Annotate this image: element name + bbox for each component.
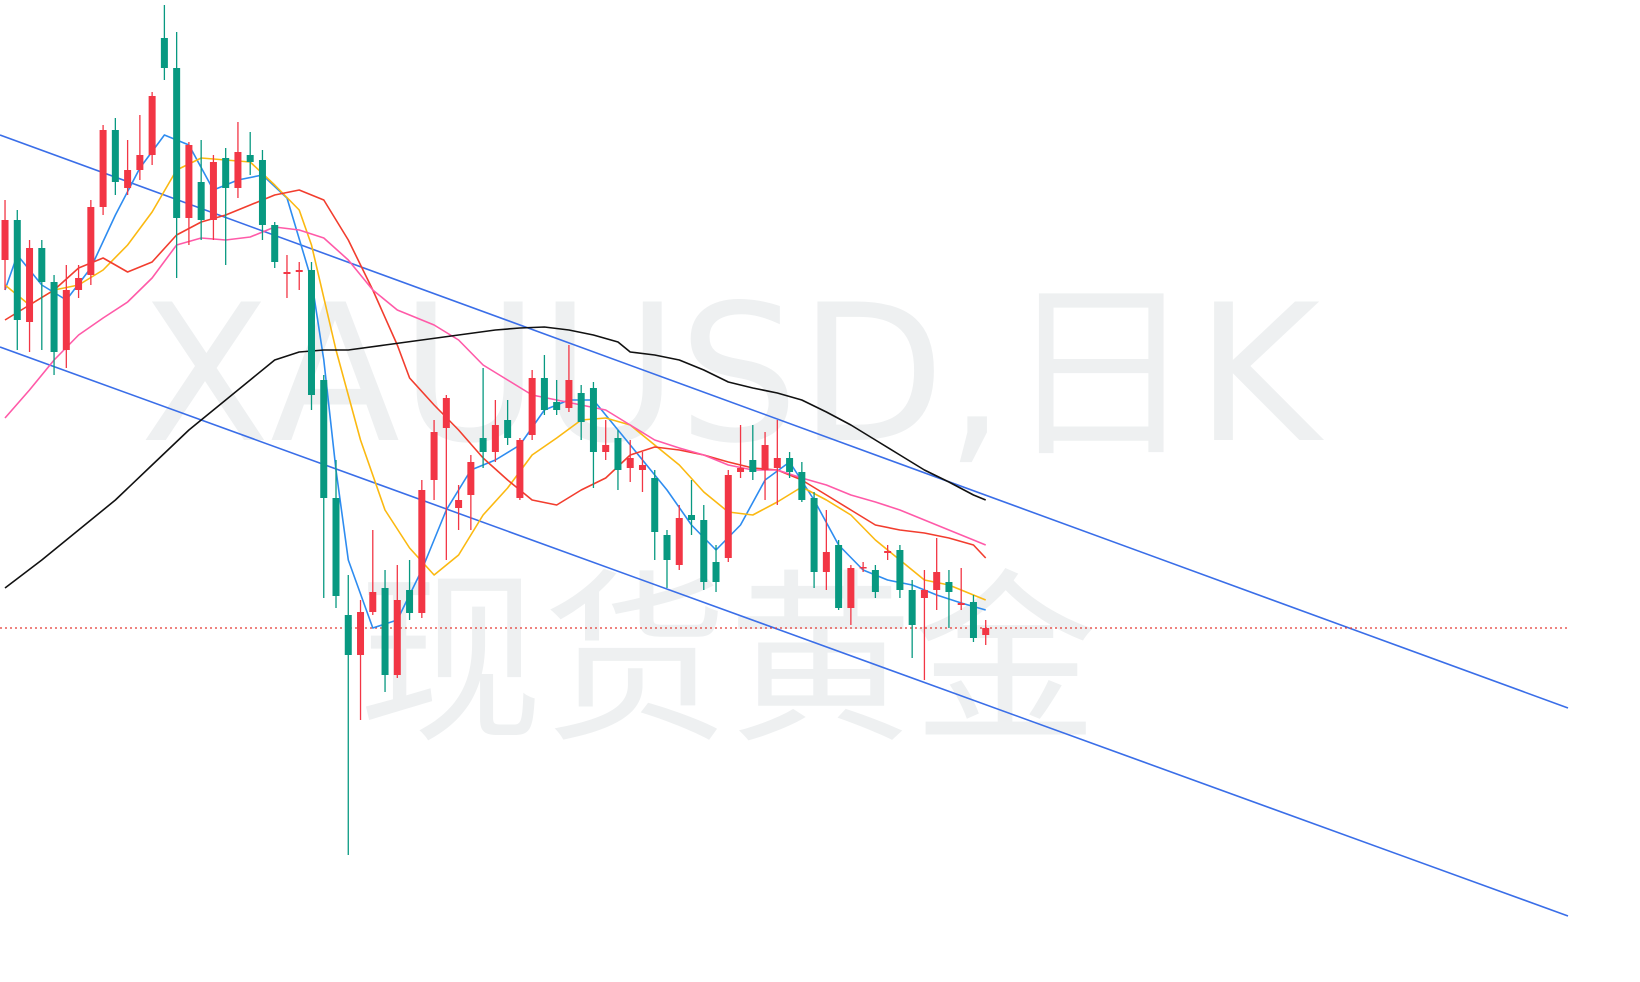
candle-body <box>761 445 769 470</box>
candle-body <box>87 207 95 275</box>
candle-body <box>430 432 438 480</box>
candle-body <box>357 612 365 655</box>
candle-body <box>847 568 855 608</box>
candle-body <box>99 130 107 207</box>
candle-body <box>455 500 463 508</box>
candle-body <box>258 160 266 225</box>
moving-average-line <box>4 326 987 589</box>
candle-body <box>602 445 610 452</box>
moving-average-line <box>4 189 987 559</box>
candle-body <box>614 438 622 470</box>
candle-body <box>332 498 340 596</box>
candle-body <box>773 458 781 468</box>
candle-body <box>160 38 168 68</box>
candle-body <box>749 460 757 472</box>
candle-body <box>111 130 119 182</box>
candle-body <box>589 388 597 452</box>
candle-body <box>50 282 58 352</box>
candle-body <box>896 550 904 590</box>
candle-body <box>344 615 352 655</box>
candle-body <box>1 220 9 260</box>
watermark-title: XAUUSD,日K <box>140 264 1325 485</box>
candle-body <box>871 570 879 592</box>
candle-body <box>393 600 401 675</box>
candle-body <box>908 590 916 625</box>
candle-body <box>565 380 573 408</box>
candle-body <box>982 628 990 635</box>
candle-body <box>136 155 144 170</box>
candle-body <box>663 535 671 560</box>
candle-body <box>638 465 646 470</box>
candle-body <box>173 68 181 218</box>
candle-body <box>969 602 977 638</box>
candle-body <box>528 378 536 435</box>
candle-body <box>491 425 499 452</box>
candle-body <box>467 462 475 495</box>
candle-body <box>381 588 389 675</box>
candle-body <box>626 458 634 468</box>
candle-body <box>124 170 132 188</box>
candle-body <box>62 290 70 350</box>
candle-body <box>798 472 806 500</box>
candle-body <box>295 270 303 272</box>
candle-body <box>835 545 843 608</box>
candle-body <box>945 582 953 592</box>
candle-body <box>540 378 548 410</box>
candle-body <box>724 475 732 558</box>
candle-body <box>75 278 83 290</box>
candle-body <box>700 520 708 582</box>
candle-body <box>185 145 193 218</box>
candle-body <box>920 590 928 598</box>
candle-body <box>479 438 487 452</box>
trend-line <box>0 134 1569 709</box>
candle-body <box>884 551 892 553</box>
candle-body <box>675 518 683 565</box>
moving-average-line <box>4 226 987 546</box>
candle-body <box>26 248 34 322</box>
candle-body <box>148 96 156 155</box>
candle-body <box>553 402 561 410</box>
candle-body <box>222 158 230 188</box>
candle-body <box>712 562 720 582</box>
candle-body <box>13 220 21 320</box>
moving-average-line <box>4 157 987 601</box>
candle-body <box>246 155 254 162</box>
candle-body <box>406 590 414 613</box>
candle-body <box>737 468 745 472</box>
watermark-subtitle: 现货黄金 <box>358 553 1098 769</box>
candle-body <box>786 458 794 472</box>
candle-body <box>651 478 659 532</box>
candle-body <box>369 592 377 612</box>
candle-body <box>418 490 426 613</box>
candle-body <box>504 420 512 438</box>
candle-body <box>957 603 965 605</box>
candle-body <box>442 398 450 428</box>
candle-body <box>810 498 818 572</box>
candle-body <box>516 440 524 498</box>
candle-body <box>688 515 696 520</box>
candle-body <box>859 567 867 569</box>
candle-body <box>209 162 217 220</box>
candle-body <box>933 572 941 590</box>
candle-body <box>197 182 205 220</box>
candle-body <box>271 225 279 262</box>
candle-body <box>283 272 291 274</box>
candle-body <box>234 152 242 188</box>
candle-body <box>822 552 830 572</box>
trend-line <box>0 346 1569 917</box>
candle-body <box>577 393 585 422</box>
candle-body <box>320 380 328 498</box>
candle-body <box>307 270 315 395</box>
candle-body <box>38 248 46 282</box>
